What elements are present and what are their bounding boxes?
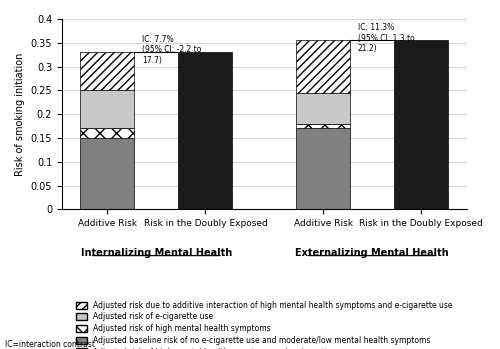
Bar (80, 52, 134, 90)
Text: IC: 7.7%
(95% CI: -2.2 to
17.7): IC: 7.7% (95% CI: -2.2 to 17.7) (142, 35, 202, 65)
Text: Externalizing Mental Health: Externalizing Mental Health (296, 248, 449, 258)
Bar (80, 90, 134, 128)
Bar (296, 40, 350, 93)
Bar (296, 93, 350, 124)
Bar (80, 138, 134, 209)
Bar (178, 52, 233, 209)
Bar (80, 128, 134, 138)
Text: IC=interaction contrast: IC=interaction contrast (5, 340, 95, 349)
Bar (296, 124, 350, 128)
Legend: Adjusted risk due to additive interaction of high mental health symptoms and e-c: Adjusted risk due to additive interactio… (72, 297, 456, 349)
Text: Internalizing Mental Health: Internalizing Mental Health (80, 248, 232, 258)
Bar (394, 40, 448, 209)
Y-axis label: Risk of smoking initiation: Risk of smoking initiation (15, 52, 25, 176)
Bar (296, 128, 350, 209)
Text: IC: 11.3%
(95% CI: 1.3 to
21.2): IC: 11.3% (95% CI: 1.3 to 21.2) (358, 23, 414, 53)
